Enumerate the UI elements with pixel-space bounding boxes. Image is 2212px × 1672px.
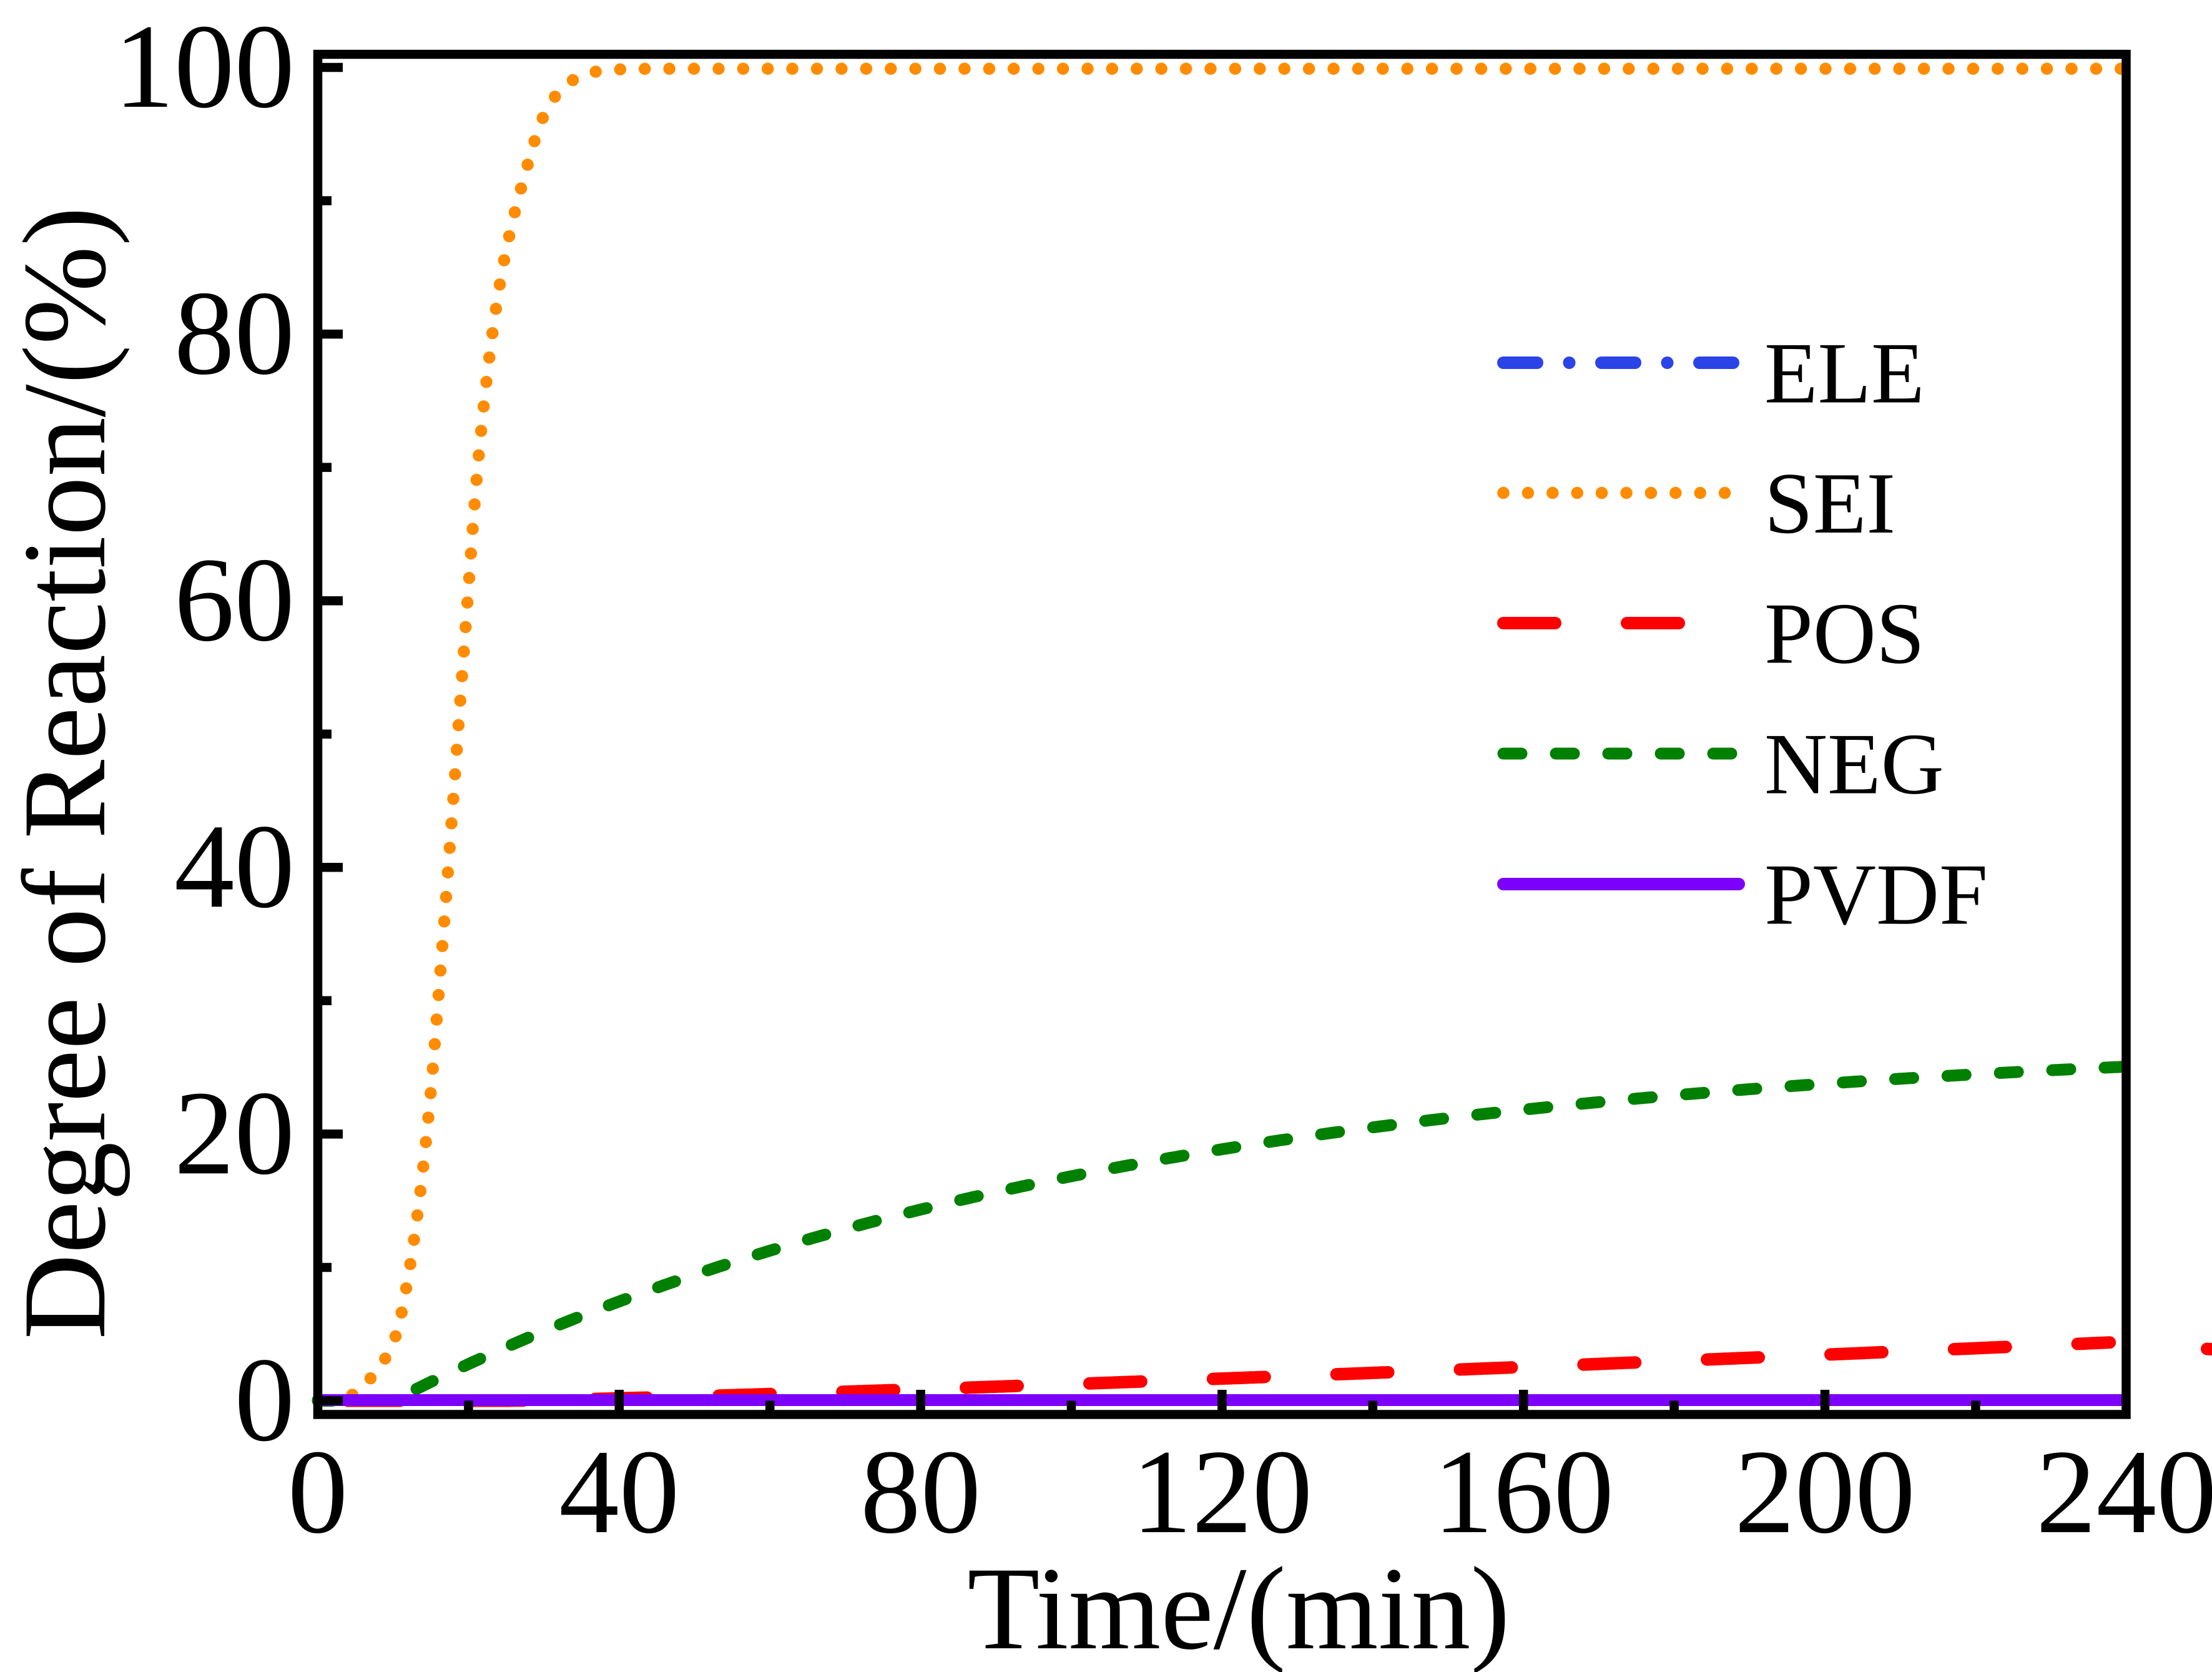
svg-text:NEG: NEG <box>1764 716 1944 813</box>
svg-text:80: 80 <box>860 1425 981 1558</box>
svg-text:120: 120 <box>1132 1425 1313 1558</box>
svg-text:160: 160 <box>1433 1425 1614 1558</box>
svg-text:40: 40 <box>559 1425 679 1558</box>
svg-text:20: 20 <box>174 1066 295 1199</box>
svg-text:100: 100 <box>114 0 295 133</box>
svg-text:SEI: SEI <box>1764 455 1895 552</box>
svg-text:POS: POS <box>1764 586 1925 682</box>
svg-text:60: 60 <box>174 533 295 666</box>
svg-text:ELE: ELE <box>1764 325 1925 422</box>
svg-text:80: 80 <box>174 266 295 400</box>
svg-text:0: 0 <box>235 1333 295 1467</box>
svg-text:PVDF: PVDF <box>1764 847 1988 943</box>
svg-text:40: 40 <box>174 799 295 933</box>
svg-text:200: 200 <box>1734 1425 1915 1558</box>
svg-text:Degree of Reaction/(%): Degree of Reaction/(%) <box>0 207 130 1340</box>
svg-text:Time/(min): Time/(min) <box>967 1543 1510 1672</box>
svg-text:240: 240 <box>2036 1425 2212 1558</box>
svg-text:0: 0 <box>288 1425 348 1558</box>
